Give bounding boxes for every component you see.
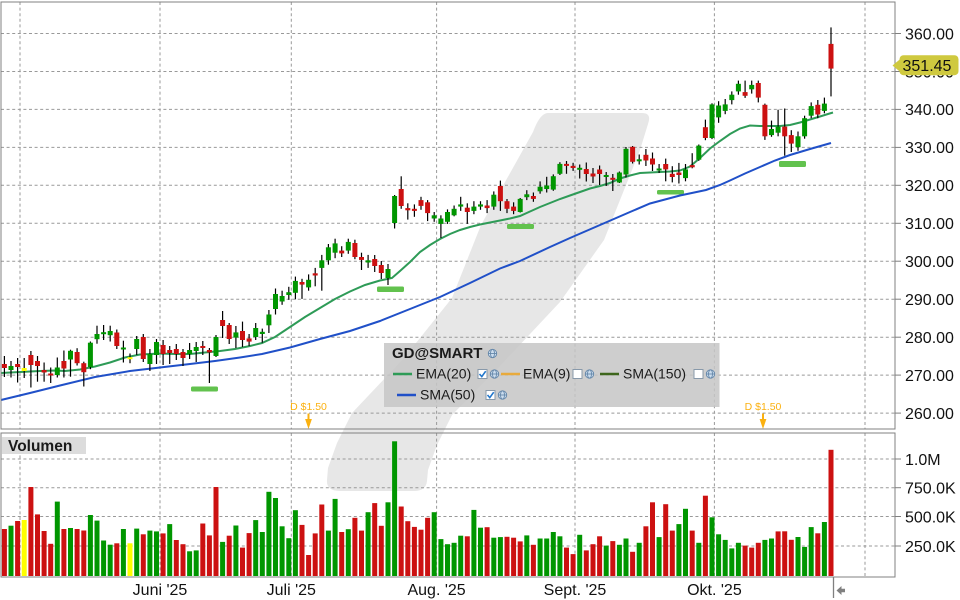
svg-text:270.00: 270.00 [905,368,954,385]
svg-text:GD@SMART: GD@SMART [392,345,482,362]
svg-text:Volumen: Volumen [8,438,72,455]
svg-text:351.45: 351.45 [903,58,952,75]
svg-text:280.00: 280.00 [905,330,954,347]
svg-text:330.00: 330.00 [905,140,954,157]
svg-text:500.0K: 500.0K [905,509,956,526]
svg-text:Juni '25: Juni '25 [133,582,188,599]
svg-text:Sept. '25: Sept. '25 [544,582,607,599]
svg-text:D $1.50: D $1.50 [745,401,782,413]
svg-text:310.00: 310.00 [905,216,954,233]
svg-text:250.0K: 250.0K [905,539,956,556]
svg-text:SMA(50): SMA(50) [420,387,475,403]
svg-text:D $1.50: D $1.50 [290,401,327,413]
svg-text:260.00: 260.00 [905,406,954,423]
svg-text:320.00: 320.00 [905,178,954,195]
svg-text:Aug. '25: Aug. '25 [407,582,465,599]
svg-text:290.00: 290.00 [905,292,954,309]
svg-text:Juli '25: Juli '25 [267,582,316,599]
svg-text:300.00: 300.00 [905,254,954,271]
svg-text:1.0M: 1.0M [905,452,941,469]
svg-text:SMA(150): SMA(150) [623,366,686,382]
svg-text:360.00: 360.00 [905,26,954,43]
svg-text:Okt. '25: Okt. '25 [687,582,742,599]
svg-text:EMA(9): EMA(9) [523,366,570,382]
svg-text:750.0K: 750.0K [905,481,956,498]
svg-text:EMA(20): EMA(20) [416,366,471,382]
svg-text:340.00: 340.00 [905,102,954,119]
